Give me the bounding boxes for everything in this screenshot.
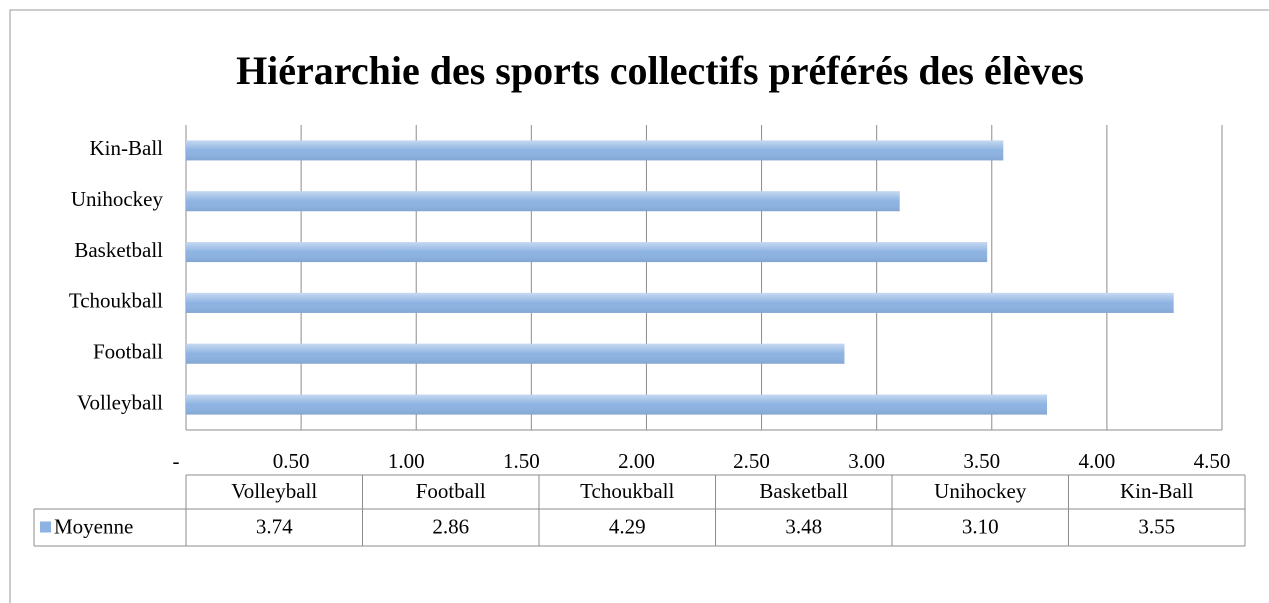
table-value: 3.55 [1138,514,1175,538]
x-tick-label: 2.50 [733,449,770,473]
table-header: Volleyball [231,479,317,503]
y-tick-label: Volleyball [77,390,163,414]
y-tick-label: Tchoukball [69,289,163,313]
x-tick-label: 1.50 [503,449,540,473]
table-header: Unihockey [934,479,1027,503]
x-tick-label: 4.00 [1079,449,1116,473]
bar-shine [186,242,988,263]
table-value: 3.48 [785,514,822,538]
table-header: Basketball [759,479,848,503]
bar-shine [186,191,900,212]
chart-title: Hiérarchie des sports collectifs préféré… [236,48,1084,93]
x-tick-label: 3.00 [848,449,885,473]
y-tick-label: Unihockey [71,187,164,211]
x-tick-label: 1.00 [388,449,425,473]
x-tick-label: 2.00 [618,449,655,473]
x-tick-label: 4.50 [1194,449,1231,473]
table-value: 2.86 [432,514,469,538]
table-header: Football [416,479,486,503]
legend-label: Moyenne [54,514,133,538]
bar-shine [186,394,1048,415]
bar-shine [186,292,1174,313]
table-header: Tchoukball [580,479,674,503]
y-tick-label: Basketball [74,238,163,262]
table-value: 3.74 [256,514,293,538]
y-tick-label: Kin-Ball [90,136,164,160]
x-tick-label: 3.50 [963,449,1000,473]
table-value: 4.29 [609,514,646,538]
legend-key [40,521,51,533]
table-header: Kin-Ball [1120,479,1194,503]
x-tick-label: 0.50 [273,449,310,473]
bar-shine [186,343,845,364]
bar-shine [186,140,1004,161]
table-value: 3.10 [962,514,999,538]
chart-frame [9,9,1269,603]
x-tick-label: - [173,449,180,473]
y-tick-label: Football [93,340,163,364]
